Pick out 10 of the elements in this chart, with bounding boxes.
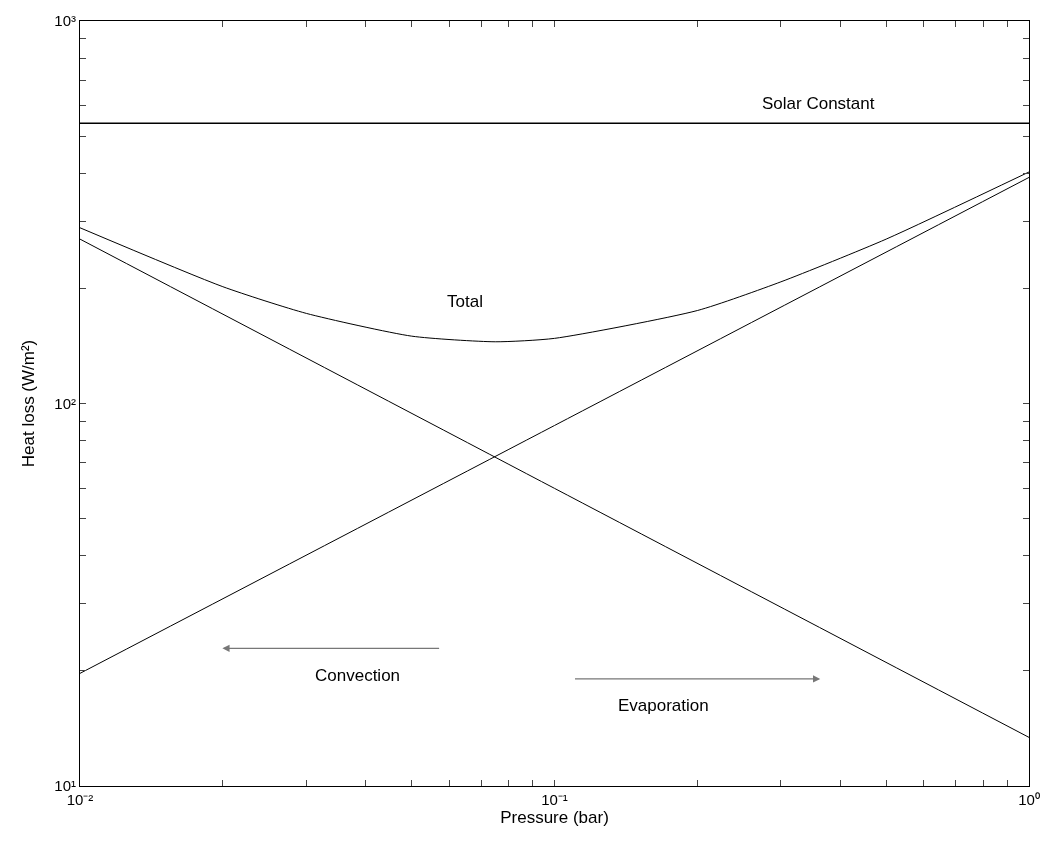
y-tick-label: 10³ [54,12,76,30]
annotation: Evaporation [618,696,709,715]
series-label: Total [447,292,483,311]
y-axis-title: Heat loss (W/m²) [18,339,38,468]
x-tick-label: 10⁻¹ [541,791,568,808]
y-tick-label: 10² [54,394,76,412]
x-tick-label: 10⁰ [1018,791,1040,808]
ref-line-label: Solar Constant [762,94,875,113]
x-axis-title: Pressure (bar) [500,808,609,828]
annotation: Convection [315,666,401,685]
